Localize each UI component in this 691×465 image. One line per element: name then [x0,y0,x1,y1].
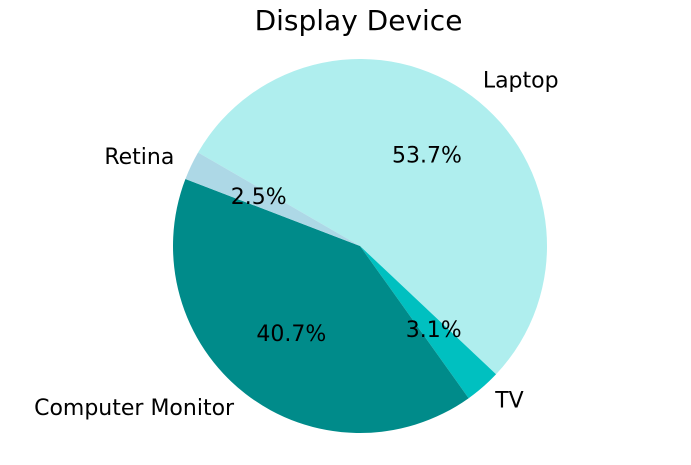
pie-slice-tv [360,246,497,399]
pie-category-label-retina: Retina [104,145,174,170]
pie-category-label-computer-monitor: Computer Monitor [34,396,235,421]
pie-pct-label-computer-monitor: 40.7% [256,322,326,347]
chart-title: Display Device [254,4,463,37]
pie-slice-retina [185,152,360,246]
pie-category-label-tv: TV [494,389,523,414]
pie-pct-label-laptop: 53.7% [392,143,462,168]
pie-pct-label-tv: 3.1% [406,318,462,343]
pie-slice-computer-monitor [173,178,469,433]
pie-category-label-laptop: Laptop [483,68,559,93]
pie-pct-label-retina: 2.5% [231,185,287,210]
pie-slice-laptop [198,59,547,375]
pie-labels: 53.7% Laptop 3.1% TV 40.7% Computer Monitor 2.… [34,68,558,421]
pie-slices [173,59,547,433]
